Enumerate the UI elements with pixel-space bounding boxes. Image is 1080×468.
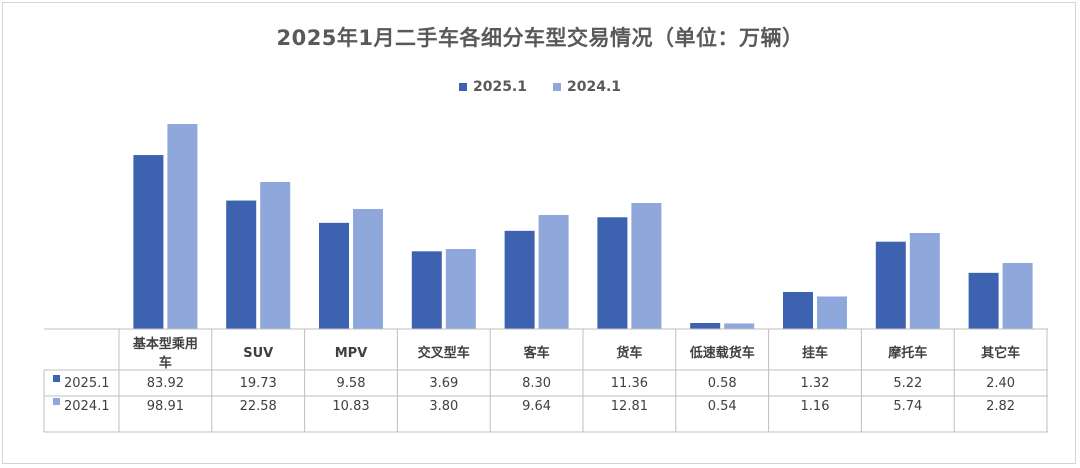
bar-2024-2	[353, 209, 383, 329]
cell-0-8: 5.22	[893, 376, 922, 391]
bar-2025-3	[411, 251, 442, 329]
bar-2024-8	[909, 233, 940, 329]
legend-item-2024: 2024.1	[553, 79, 621, 95]
category-label-2: MPV	[335, 346, 368, 361]
cell-0-5: 11.36	[611, 376, 648, 391]
bar-2024-4	[538, 215, 569, 329]
category-label-9: 其它车	[981, 345, 1020, 361]
bar-2025-5	[597, 217, 628, 329]
cell-0-4: 8.30	[522, 376, 551, 391]
bar-2025-7	[783, 292, 813, 329]
category-label-7: 挂车	[802, 345, 828, 361]
bar-2025-2	[319, 222, 349, 329]
cell-0-3: 3.69	[429, 376, 458, 391]
row-swatch-0	[53, 375, 60, 382]
bar-2024-3	[445, 249, 476, 329]
legend-label-2025: 2025.1	[472, 79, 527, 95]
bar-2024-7	[817, 296, 847, 329]
cell-1-2: 10.83	[332, 399, 369, 414]
bar-2025-8	[875, 241, 906, 329]
bar-2024-0	[167, 124, 198, 329]
row-header-1: 2024.1	[64, 399, 110, 414]
cell-0-9: 2.40	[986, 376, 1015, 391]
legend-swatch-2025	[458, 83, 467, 91]
cell-1-6: 0.54	[708, 399, 737, 414]
legend-swatch-2024	[553, 83, 561, 91]
bar-2025-4	[504, 230, 535, 329]
cell-1-7: 1.16	[801, 399, 830, 414]
cell-0-6: 0.58	[708, 376, 737, 391]
bar-2024-6	[724, 323, 755, 329]
cell-1-1: 22.58	[240, 399, 277, 414]
chart-title: 2025年1月二手车各细分车型交易情况（单位：万辆）	[276, 26, 804, 50]
bar-2025-0	[133, 155, 164, 329]
cell-0-1: 19.73	[240, 376, 277, 391]
cell-1-4: 9.64	[522, 399, 551, 414]
bar-2025-1	[226, 200, 257, 329]
category-label-3: 交叉型车	[418, 345, 470, 361]
category-label-0: 基本型乘用车	[132, 336, 198, 371]
cell-1-0: 98.91	[147, 399, 184, 414]
cell-1-3: 3.80	[429, 399, 458, 414]
cell-1-8: 5.74	[893, 399, 922, 414]
row-header-0: 2025.1	[64, 376, 110, 391]
category-label-5: 货车	[616, 345, 642, 361]
bar-2024-5	[631, 203, 662, 329]
cell-0-0: 83.92	[147, 376, 184, 391]
bar-2025-6	[690, 323, 721, 329]
cell-1-5: 12.81	[611, 399, 648, 414]
bar-2024-1	[260, 182, 291, 329]
category-label-8: 摩托车	[888, 345, 927, 361]
bar-2024-9	[1002, 263, 1033, 329]
cell-0-7: 1.32	[801, 376, 830, 391]
legend-label-2024: 2024.1	[567, 79, 622, 95]
bar-2025-9	[968, 272, 999, 329]
category-label-6: 低速载货车	[689, 345, 755, 361]
row-swatch-1	[53, 398, 60, 405]
category-label-4: 客车	[524, 345, 550, 361]
cell-0-2: 9.58	[337, 376, 366, 391]
legend-item-2025: 2025.1	[458, 79, 527, 95]
cell-1-9: 2.82	[986, 399, 1015, 414]
category-label-1: SUV	[243, 346, 273, 361]
legend: 2025.1 2024.1	[0, 79, 1080, 95]
